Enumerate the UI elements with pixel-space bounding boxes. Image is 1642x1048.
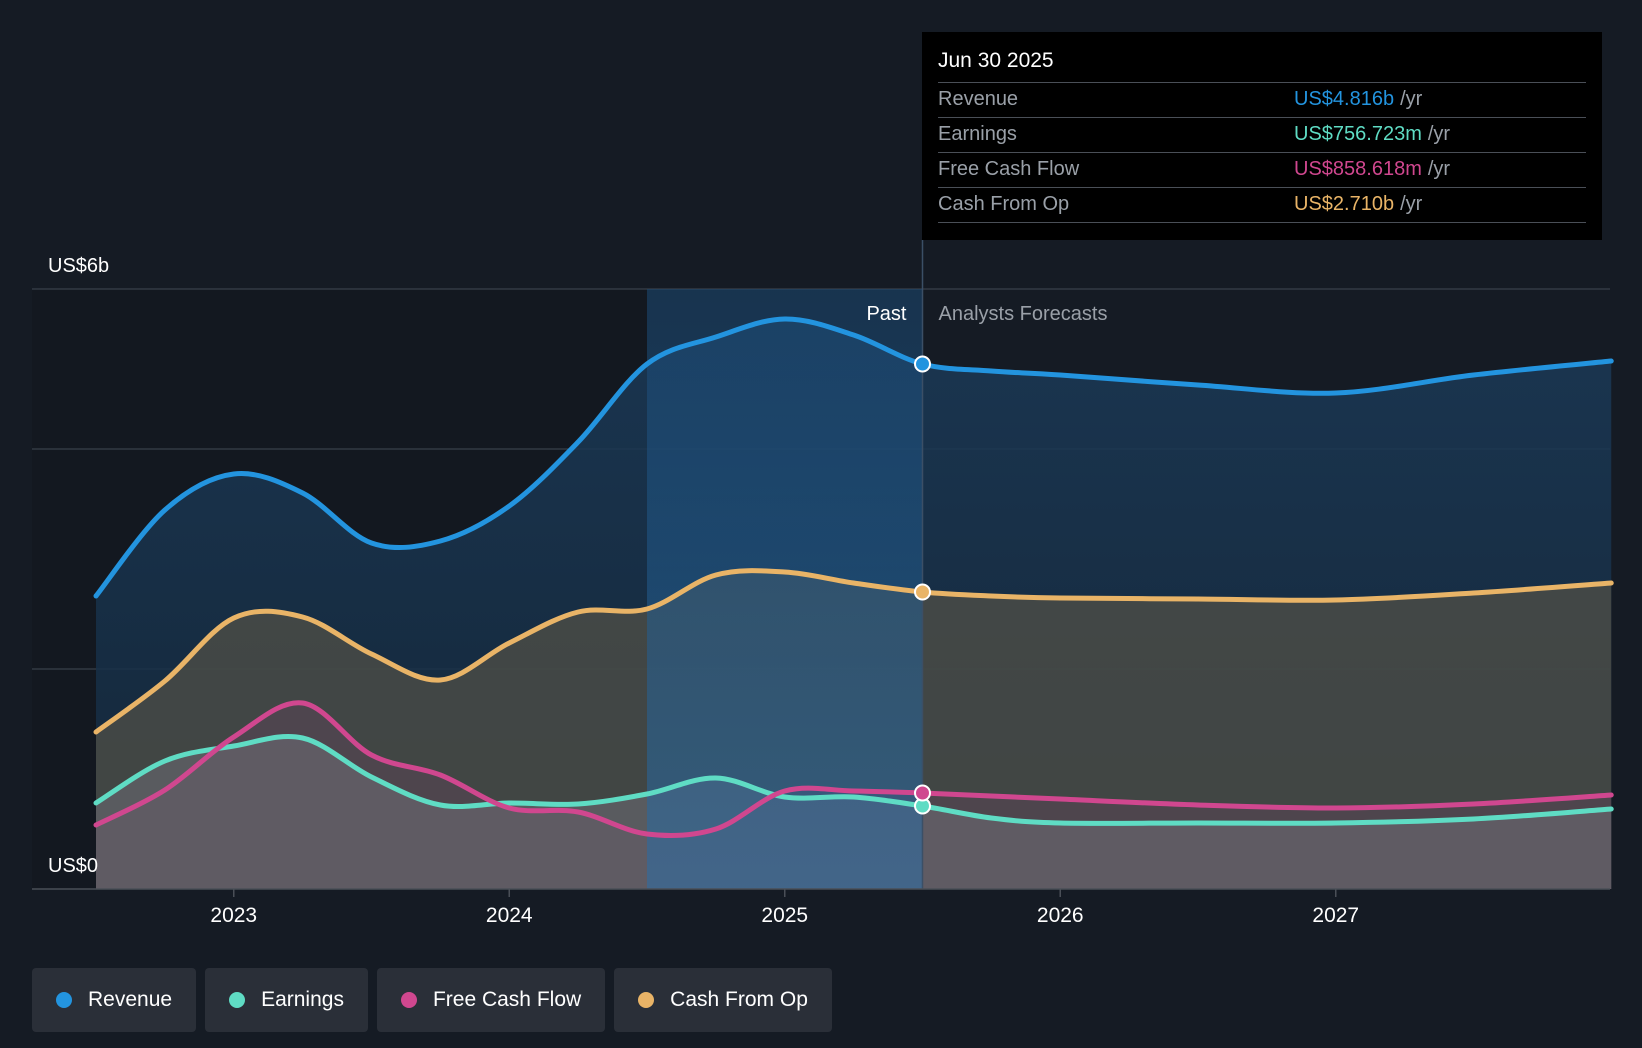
legend: Revenue Earnings Free Cash Flow Cash Fro… (32, 968, 832, 1032)
legend-item-free-cash-flow[interactable]: Free Cash Flow (376, 968, 606, 1032)
tooltip-row-value: US$2.710b (1294, 193, 1395, 215)
legend-label: Revenue (88, 988, 173, 1011)
tooltip-row-unit: /yr (1427, 158, 1451, 180)
tooltip-row-revenue: Revenue US$4.816b /yr (938, 82, 1586, 117)
marker-fcf (914, 784, 931, 802)
legend-dot-icon (638, 992, 655, 1008)
tooltip-row-value: US$858.618m (1294, 158, 1422, 180)
x-tick-label: 2026 (1037, 904, 1084, 927)
legend-dot-icon (229, 992, 246, 1008)
marker-revenue (914, 355, 931, 373)
x-tick-label: 2023 (210, 904, 257, 927)
tooltip-row-name: Free Cash Flow (938, 158, 1080, 180)
y-axis-labels: US$6b US$0 (48, 255, 109, 877)
legend-label: Earnings (261, 988, 344, 1011)
line-earnings (93, 733, 1614, 826)
tooltip-row-name: Earnings (938, 123, 1017, 145)
tooltip-row-value: US$4.816b (1294, 88, 1395, 110)
legend-dot-icon (400, 992, 417, 1008)
tooltip: Jun 30 2025 Revenue US$4.816b /yr Earnin… (922, 32, 1602, 240)
line-revenue (93, 316, 1614, 599)
legend-label: Cash From Op (670, 988, 808, 1011)
line-fcf (93, 700, 1614, 839)
x-tick-label: 2027 (1312, 904, 1359, 927)
legend-dot-icon (56, 992, 72, 1008)
x-axis-ticks: 2023 2024 2025 2026 2027 (210, 889, 1359, 927)
tooltip-row-name: Cash From Op (938, 193, 1070, 215)
y-tick-label: US$0 (48, 855, 98, 877)
tooltip-row-fcf: Free Cash Flow US$858.618m /yr (938, 152, 1586, 187)
marker-cfo (914, 583, 931, 601)
tooltip-row-earnings: Earnings US$756.723m /yr (938, 117, 1586, 152)
x-tick-label: 2025 (761, 904, 808, 927)
series-lines (93, 316, 1614, 839)
legend-item-cash-from-op[interactable]: Cash From Op (614, 968, 832, 1032)
line-cfo (93, 568, 1614, 735)
tooltip-row-value: US$756.723m (1294, 123, 1422, 145)
tooltip-row-cfo: Cash From Op US$2.710b /yr (938, 187, 1586, 223)
forecast-label: Analysts Forecasts (939, 303, 1108, 325)
present-markers (914, 355, 931, 815)
tooltip-row-unit: /yr (1427, 123, 1451, 145)
legend-label: Free Cash Flow (432, 988, 582, 1011)
y-tick-label: US$6b (48, 255, 109, 277)
tooltip-row-name: Revenue (938, 88, 1019, 110)
legend-item-earnings[interactable]: Earnings (205, 968, 368, 1032)
tooltip-row-unit: /yr (1400, 193, 1423, 215)
legend-item-revenue[interactable]: Revenue (32, 968, 197, 1032)
tooltip-date: Jun 30 2025 (938, 49, 1054, 72)
x-tick-label: 2024 (486, 904, 533, 927)
past-label: Past (866, 303, 906, 325)
tooltip-row-unit: /yr (1400, 88, 1423, 110)
